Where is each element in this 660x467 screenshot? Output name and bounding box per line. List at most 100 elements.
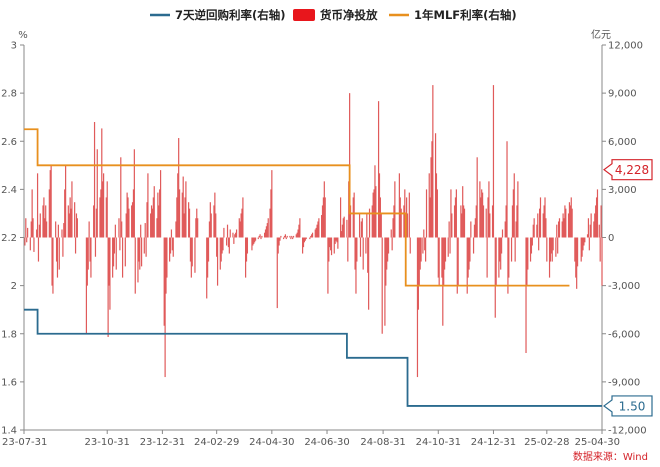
- left-axis-tick-label: 1.8: [1, 329, 17, 340]
- net-injection-bar: [583, 237, 585, 246]
- net-injection-bar: [420, 237, 422, 262]
- net-injection-bar: [468, 237, 470, 270]
- net-injection-bar: [347, 237, 349, 262]
- net-injection-bar: [258, 235, 260, 238]
- net-injection-bar: [38, 224, 40, 238]
- net-injection-bar: [32, 218, 34, 238]
- net-injection-bar: [196, 208, 198, 238]
- net-injection-bar: [601, 237, 603, 286]
- net-injection-bar: [562, 213, 564, 238]
- net-injection-bar: [330, 237, 333, 256]
- net-injection-bar: [145, 237, 147, 257]
- net-injection-bar: [146, 202, 148, 238]
- net-injection-bar: [442, 237, 444, 326]
- net-injection-bar: [283, 237, 285, 240]
- net-injection-bar: [120, 157, 122, 238]
- net-injection-bar: [127, 197, 129, 238]
- net-injection-bar: [558, 218, 561, 238]
- net-injection-bar: [367, 237, 369, 273]
- net-injection-bar: [118, 218, 120, 238]
- mlf-rate-line: [24, 128, 570, 287]
- net-injection-bar: [147, 173, 149, 238]
- net-injection-bar: [27, 227, 29, 238]
- net-injection-bar: [121, 221, 123, 238]
- net-injection-bar: [356, 237, 358, 262]
- net-injection-bar: [132, 189, 135, 238]
- net-injection-bar: [246, 237, 249, 254]
- net-injection-bar: [424, 237, 426, 251]
- net-injection-bar: [144, 223, 146, 238]
- net-injection-bar: [422, 237, 424, 254]
- net-injection-bar: [267, 218, 269, 238]
- net-injection-bar: [586, 234, 589, 238]
- net-injection-bar: [466, 237, 468, 294]
- net-injection-bar: [190, 237, 192, 278]
- net-injection-bar: [587, 218, 590, 238]
- left-axis-tick-label: 2.2: [1, 233, 17, 244]
- left-axis-tick-label: 2.8: [1, 89, 17, 100]
- net-injection-bar: [549, 237, 552, 262]
- net-injection-bar: [342, 218, 344, 238]
- net-injection-bar: [425, 189, 428, 238]
- net-injection-bar: [86, 237, 88, 286]
- net-injection-bar: [169, 237, 172, 254]
- net-injection-bar: [406, 213, 409, 238]
- net-injection-bar: [52, 237, 54, 294]
- net-injection-bar: [454, 197, 457, 238]
- left-axis-tick-label: 1.4: [1, 426, 17, 437]
- net-injection-bar: [538, 237, 540, 251]
- net-injection-bar: [517, 181, 519, 238]
- net-injection-bar: [456, 237, 458, 294]
- net-injection-bar: [556, 224, 558, 238]
- net-injection-bar: [270, 189, 272, 238]
- net-injection-bar: [55, 221, 57, 238]
- net-injection-bar: [537, 213, 539, 238]
- net-injection-bar: [259, 234, 261, 238]
- net-injection-bar: [495, 237, 497, 286]
- net-injection-bar: [473, 224, 476, 238]
- net-injection-bar: [216, 237, 219, 286]
- x-axis-tick-label: 23-07-31: [2, 437, 47, 448]
- net-injection-bar: [172, 237, 174, 257]
- net-injection-bar: [151, 208, 154, 238]
- right-axis-tick-label: 12,000: [608, 41, 643, 52]
- net-injection-bar: [590, 213, 592, 238]
- net-injection-bar: [568, 202, 571, 238]
- net-injection-bar: [165, 237, 167, 294]
- net-injection-bar: [226, 237, 228, 246]
- net-injection-bar: [238, 218, 240, 238]
- reverse-repo-rate-line: [24, 308, 602, 407]
- net-injection-bar: [169, 237, 171, 262]
- net-injection-bar: [321, 205, 324, 238]
- net-injection-bar: [233, 237, 235, 244]
- net-injection-bar: [494, 237, 496, 318]
- net-injection-bar: [140, 224, 142, 238]
- net-injection-bar: [449, 237, 451, 254]
- net-injection-bar: [598, 224, 600, 238]
- net-injection-bar: [467, 237, 469, 278]
- net-injection-bar: [499, 237, 501, 262]
- x-axis-tick-label: 25-02-28: [524, 437, 569, 448]
- net-injection-bar: [462, 186, 464, 238]
- net-injection-bar: [93, 205, 95, 238]
- net-injection-bar: [94, 237, 97, 257]
- net-injection-bar: [240, 213, 242, 238]
- net-injection-bar: [310, 235, 312, 238]
- net-injection-bar: [463, 208, 466, 238]
- net-injection-bar: [460, 205, 462, 238]
- net-injection-bar: [542, 213, 544, 238]
- net-injection-bar: [63, 223, 65, 238]
- net-injection-bar: [139, 237, 141, 270]
- net-injection-bar: [539, 197, 542, 238]
- net-injection-bar: [531, 237, 533, 246]
- net-injection-bar: [131, 205, 133, 238]
- net-injection-bar: [365, 237, 367, 254]
- net-injection-bar: [286, 235, 288, 238]
- source-note: 数据来源：Wind: [573, 450, 648, 463]
- x-axis-tick-label: 25-04-30: [575, 437, 620, 448]
- net-injection-bar: [207, 237, 209, 278]
- net-injection-bar: [563, 218, 565, 238]
- net-injection-bar: [264, 229, 267, 238]
- value-callout-box: [603, 395, 653, 417]
- net-injection-bar: [93, 122, 96, 238]
